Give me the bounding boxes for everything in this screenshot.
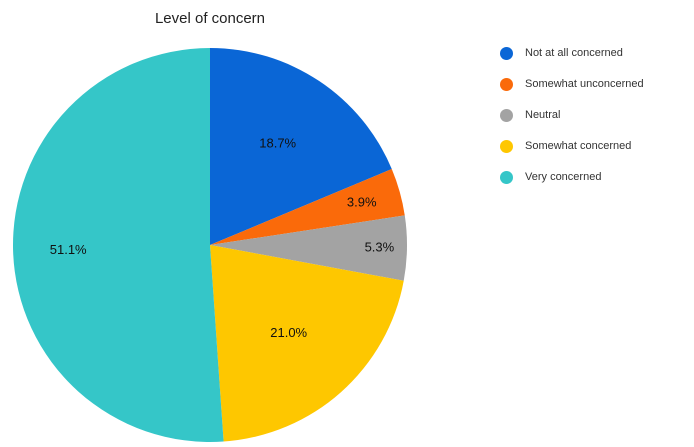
pie-slice-somewhat-concerned: [210, 245, 404, 442]
legend-swatch-icon: [500, 77, 513, 91]
chart-title: Level of concern: [154, 10, 266, 27]
data-label: 51.1%: [50, 242, 87, 257]
legend: Not at all concerned Somewhat unconcerned…: [500, 46, 644, 201]
pie-slice-somewhat-unconcerned: [210, 169, 405, 245]
pie-slice-not-at-all-concerned: [210, 48, 392, 245]
legend-item: Somewhat concerned: [500, 139, 644, 153]
legend-label: Neutral: [525, 109, 561, 121]
data-label: 21.0%: [270, 325, 307, 340]
legend-item: Neutral: [500, 108, 644, 122]
pie-slice-neutral: [210, 215, 407, 281]
pie-slice-very-concerned: [12, 48, 224, 443]
legend-label: Very concerned: [525, 171, 602, 183]
legend-item: Very concerned: [500, 170, 644, 184]
legend-item: Somewhat unconcerned: [500, 77, 644, 91]
legend-label: Not at all concerned: [525, 47, 623, 59]
legend-swatch-icon: [500, 170, 513, 184]
legend-item: Not at all concerned: [500, 46, 644, 60]
legend-swatch-icon: [500, 108, 513, 122]
legend-swatch-icon: [500, 46, 513, 60]
legend-label: Somewhat unconcerned: [525, 78, 644, 90]
data-label: 5.3%: [365, 240, 395, 255]
data-label: 18.7%: [259, 135, 296, 150]
legend-swatch-icon: [500, 139, 513, 153]
data-label: 3.9%: [347, 195, 377, 210]
legend-label: Somewhat concerned: [525, 140, 632, 152]
